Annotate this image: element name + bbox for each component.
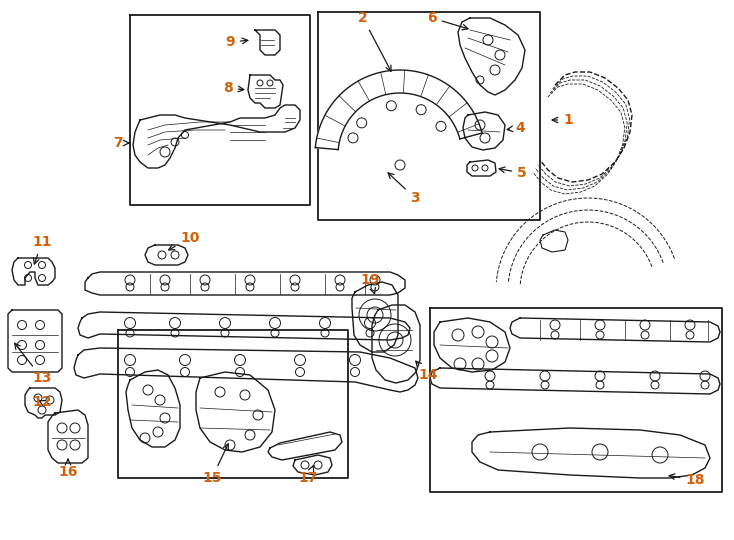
Polygon shape xyxy=(145,245,188,265)
Text: 17: 17 xyxy=(298,465,318,485)
Polygon shape xyxy=(434,318,510,372)
Polygon shape xyxy=(8,310,62,372)
Text: 1: 1 xyxy=(552,113,573,127)
Text: 8: 8 xyxy=(223,81,244,95)
Polygon shape xyxy=(85,272,405,295)
Polygon shape xyxy=(510,318,720,342)
Text: 18: 18 xyxy=(669,473,705,487)
Polygon shape xyxy=(293,455,332,475)
Polygon shape xyxy=(458,18,525,95)
Text: 16: 16 xyxy=(58,459,78,479)
Polygon shape xyxy=(196,372,275,452)
Text: 6: 6 xyxy=(427,11,468,30)
Polygon shape xyxy=(268,432,342,460)
Polygon shape xyxy=(12,258,55,285)
Text: 13: 13 xyxy=(15,343,51,385)
Polygon shape xyxy=(48,410,88,463)
Text: 9: 9 xyxy=(225,35,248,49)
Text: 3: 3 xyxy=(388,173,420,205)
Polygon shape xyxy=(472,428,710,478)
Polygon shape xyxy=(352,282,398,352)
Text: 12: 12 xyxy=(32,395,52,409)
Polygon shape xyxy=(78,312,410,340)
Polygon shape xyxy=(467,160,496,176)
Text: 11: 11 xyxy=(32,235,52,264)
Text: 7: 7 xyxy=(113,136,129,150)
Polygon shape xyxy=(316,70,482,150)
Text: 2: 2 xyxy=(358,11,391,71)
Polygon shape xyxy=(430,368,720,394)
Polygon shape xyxy=(133,105,300,168)
Text: 4: 4 xyxy=(507,121,525,135)
Text: 19: 19 xyxy=(360,273,379,294)
Text: 5: 5 xyxy=(499,166,527,180)
Polygon shape xyxy=(248,75,283,108)
Polygon shape xyxy=(74,348,418,392)
Text: 14: 14 xyxy=(415,361,437,382)
Polygon shape xyxy=(126,370,180,447)
Text: 10: 10 xyxy=(169,231,200,250)
Text: 15: 15 xyxy=(203,444,228,485)
Polygon shape xyxy=(463,112,505,150)
Polygon shape xyxy=(372,305,420,383)
Polygon shape xyxy=(25,388,62,418)
Polygon shape xyxy=(255,30,280,55)
